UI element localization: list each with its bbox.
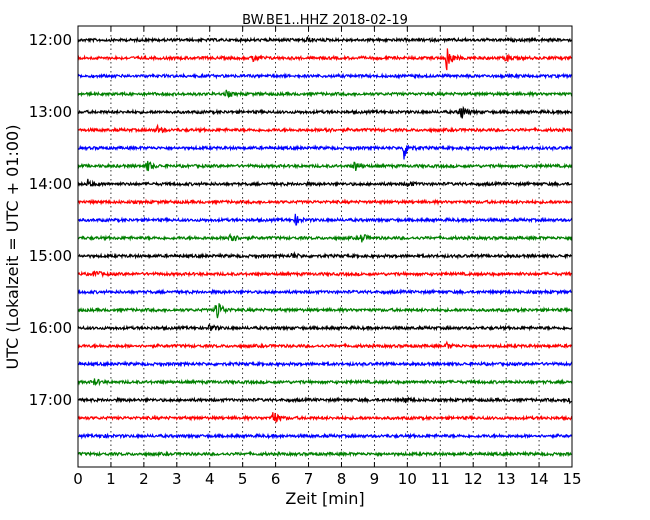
y-tick-label: 15:00: [29, 247, 72, 265]
x-tick-label: 2: [139, 470, 149, 488]
x-tick-label: 4: [205, 470, 215, 488]
trace-line: [77, 360, 573, 368]
trace-line: [77, 160, 573, 172]
trace-line: [77, 48, 573, 71]
chart-title: BW.BE1..HHZ 2018-02-19: [242, 13, 408, 28]
trace-line: [77, 450, 573, 458]
x-tick-label: 1: [106, 470, 116, 488]
x-tick-label: 8: [337, 470, 347, 488]
trace-line: [77, 323, 573, 332]
y-tick-label: 14:00: [29, 175, 72, 193]
trace-line: [77, 412, 573, 423]
y-axis: 12:00 13:00 14:00 15:00 16:00 17:00: [29, 31, 83, 409]
x-tick-label: 7: [304, 470, 314, 488]
trace-line: [77, 232, 573, 243]
plot-frame: [77, 25, 573, 468]
grid-lines: [110, 26, 540, 467]
trace-line: [77, 270, 573, 279]
x-tick-label: 0: [73, 470, 83, 488]
x-tick-label: 11: [431, 470, 450, 488]
x-tick-label: 10: [398, 470, 417, 488]
x-tick-label: 3: [172, 470, 182, 488]
x-tick-label: 9: [370, 470, 380, 488]
trace-line: [77, 213, 573, 226]
trace-line: [77, 340, 573, 350]
trace-line: [77, 378, 573, 387]
y-tick-label: 17:00: [29, 391, 72, 409]
x-axis: 0 1 2 3 4 5 6 7 8 9 10 11 12 13 14 15: [73, 26, 582, 488]
y-tick-label: 13:00: [29, 103, 72, 121]
y-axis-label: UTC (Lokalzeit = UTC + 01:00): [3, 125, 22, 370]
trace-line: [77, 251, 573, 260]
trace-line: [77, 288, 573, 296]
x-tick-label: 13: [497, 470, 516, 488]
x-tick-label: 6: [271, 470, 281, 488]
x-axis-label: Zeit [min]: [285, 489, 364, 508]
y-tick-label: 16:00: [29, 319, 72, 337]
trace-line: [77, 432, 573, 440]
trace-line: [77, 198, 573, 206]
trace-line: [77, 396, 573, 405]
y-tick-label: 12:00: [29, 31, 72, 49]
traces: [77, 36, 573, 458]
trace-line: [77, 144, 573, 160]
trace-line: [77, 105, 573, 119]
x-tick-label: 5: [238, 470, 248, 488]
trace-line: [77, 178, 573, 188]
trace-line: [77, 303, 573, 319]
trace-line: [77, 123, 573, 134]
x-tick-label: 14: [530, 470, 549, 488]
trace-line: [77, 36, 573, 44]
trace-line: [77, 89, 573, 99]
x-tick-label: 12: [464, 470, 483, 488]
x-tick-label: 15: [562, 470, 581, 488]
trace-line: [77, 72, 573, 80]
